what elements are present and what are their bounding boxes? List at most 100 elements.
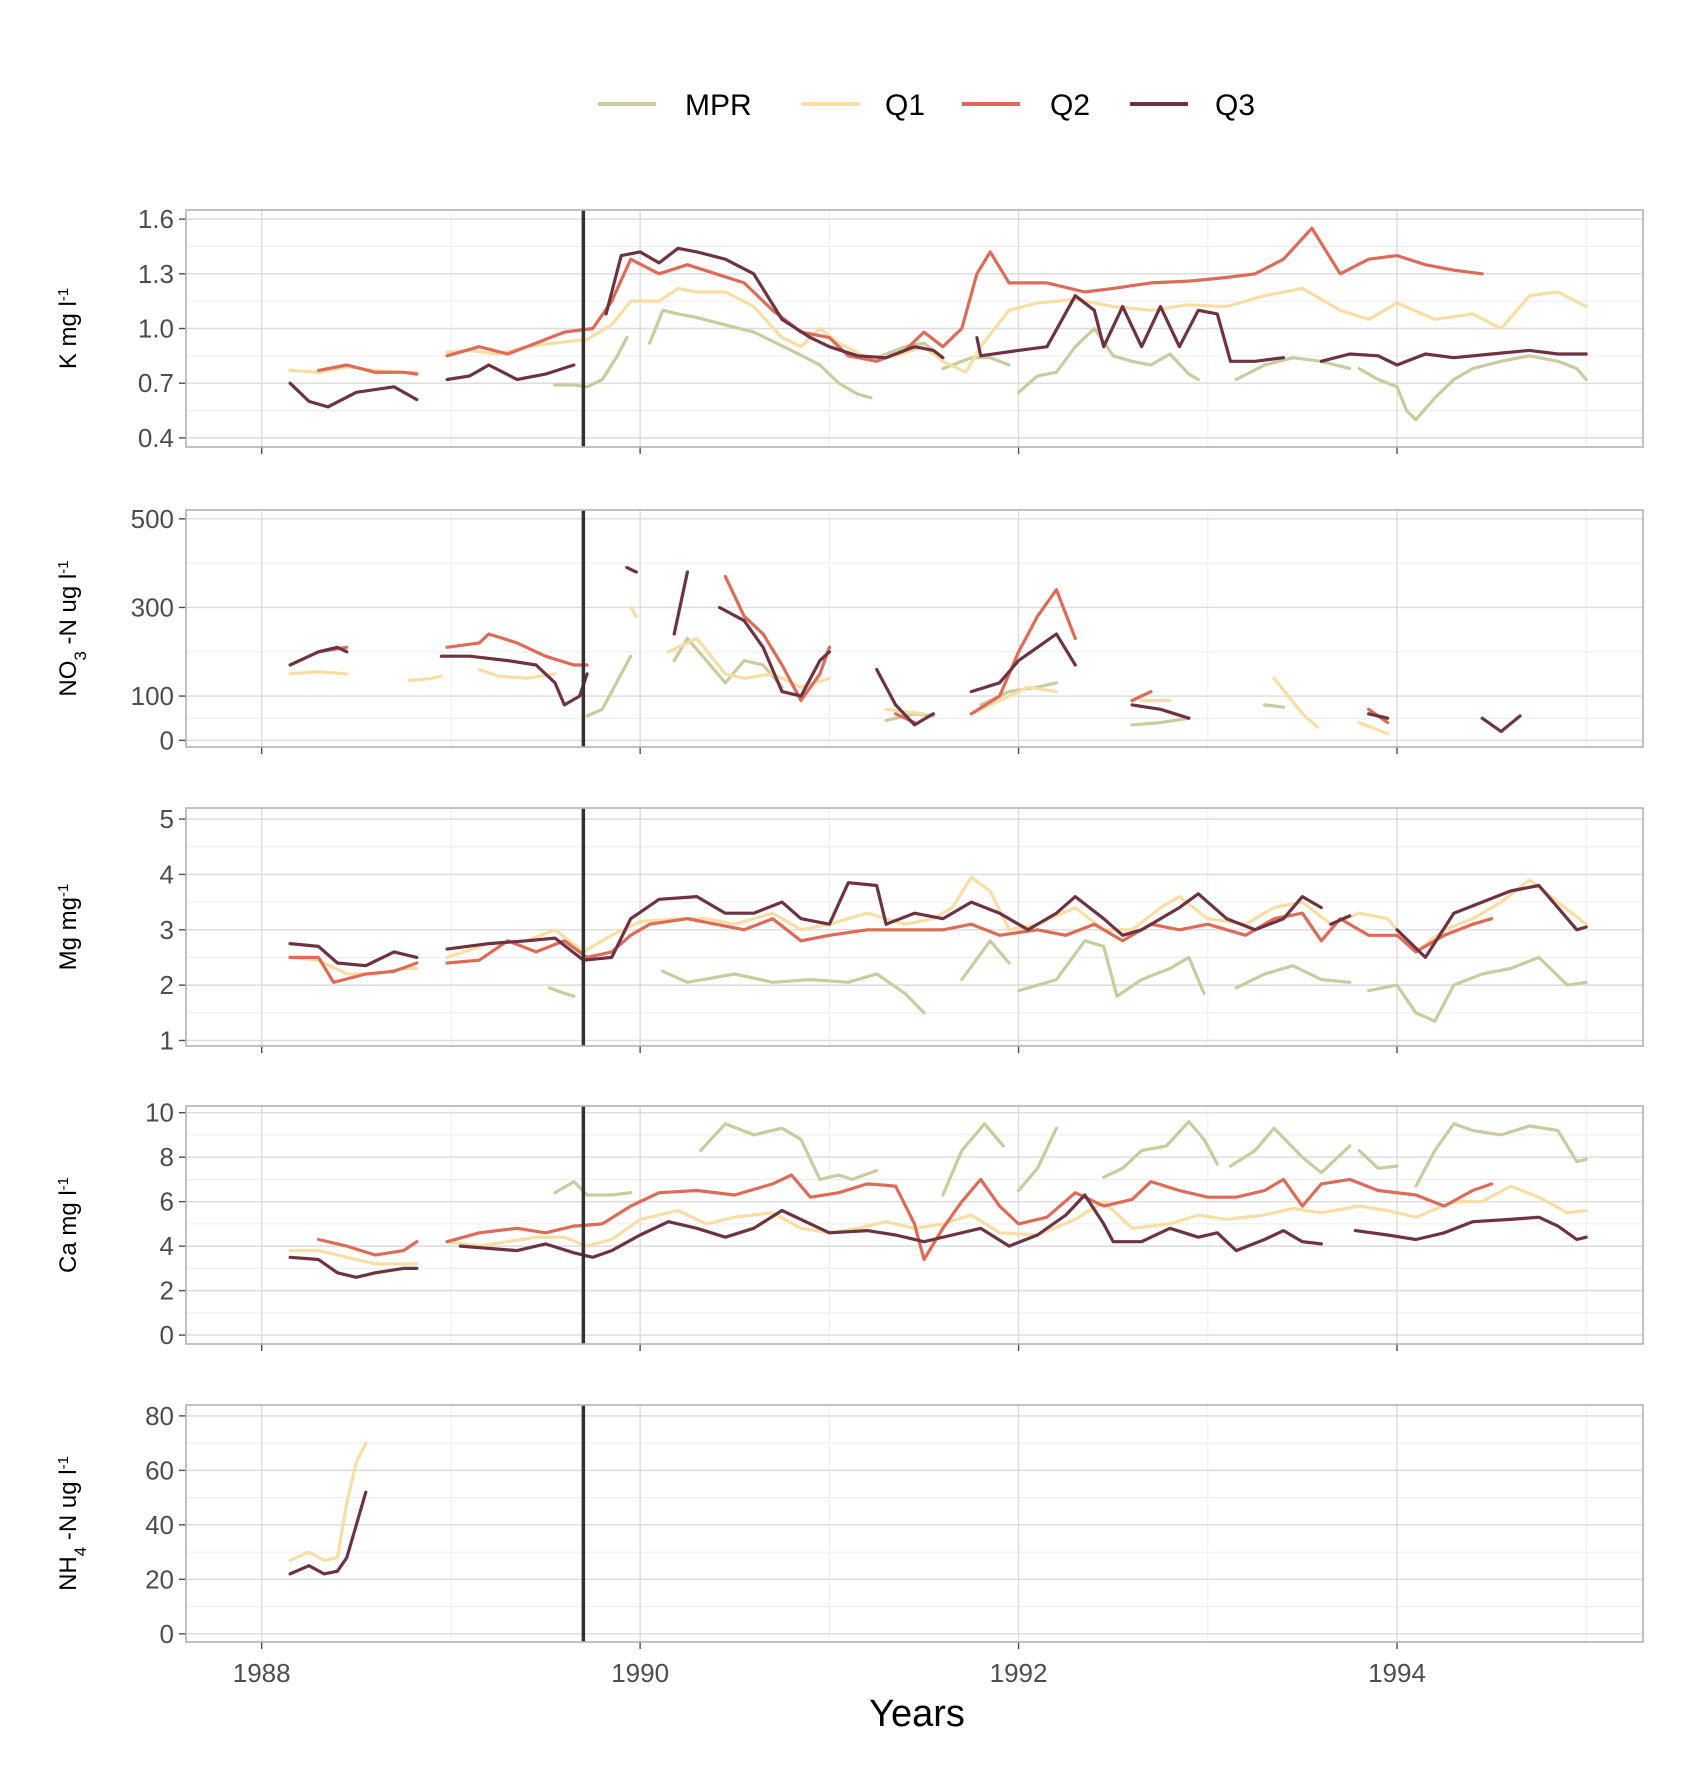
legend-label-mpr: MPR — [685, 89, 752, 122]
x-tick-label: 1988 — [233, 1658, 291, 1688]
series-line-q3 — [1353, 1215, 1588, 1242]
y-tick-label: 1.0 — [138, 314, 174, 344]
y-tick-label: 4 — [160, 1231, 174, 1261]
series-line-mpr — [960, 939, 1011, 982]
series-line-mpr — [585, 654, 633, 718]
series-q3 — [288, 881, 1588, 968]
series-line-q3 — [969, 632, 1077, 694]
panel-background — [186, 1405, 1643, 1642]
series-line-mpr — [1102, 1119, 1219, 1179]
x-tick-label: 1994 — [1368, 1658, 1426, 1688]
series-q3 — [288, 1490, 368, 1576]
series-line-q3 — [1319, 348, 1588, 367]
y-tick-label: 100 — [131, 681, 174, 711]
legend-label-q2: Q2 — [1050, 89, 1090, 122]
series-line-mpr — [547, 986, 576, 998]
series-line-q2 — [1130, 689, 1153, 703]
y-tick-label: 2 — [160, 970, 174, 1000]
series-line-mpr — [1016, 1126, 1059, 1193]
series-q1 — [288, 1441, 368, 1562]
series-line-q3 — [288, 1255, 419, 1279]
y-tick-label: 0 — [160, 1320, 174, 1350]
y-tick-label: 80 — [145, 1401, 174, 1431]
series-q1 — [288, 1184, 1588, 1266]
series-line-q2 — [288, 955, 419, 984]
series-line-mpr — [1234, 356, 1352, 382]
series-line-mpr — [1130, 716, 1191, 727]
series-line-q3 — [1480, 714, 1522, 734]
series-q2 — [316, 1173, 1494, 1262]
series-line-q1 — [288, 1441, 368, 1562]
panel-nh4: 0 20 40 60 80 NH4 -N ug l-1 1988 1990 1992 1994 — [55, 1401, 1644, 1688]
y-tick-label: 60 — [145, 1455, 174, 1485]
series-line-q2 — [445, 632, 589, 667]
series-line-q1 — [629, 605, 638, 618]
series-line-mpr — [1228, 1126, 1352, 1175]
series-line-mpr — [941, 1122, 1006, 1197]
panel-border — [185, 807, 1644, 1047]
series-line-mpr — [1414, 1122, 1588, 1188]
series-line-mpr — [941, 356, 1011, 371]
series-line-mpr — [1234, 964, 1352, 990]
series-line-q3 — [458, 1193, 1323, 1259]
series-line-q1 — [445, 1184, 1588, 1248]
series-line-mpr — [1016, 939, 1206, 998]
legend-item-q1: Q1 — [802, 89, 925, 122]
x-tick-label: 1990 — [611, 1658, 669, 1688]
series-line-q3 — [439, 654, 589, 707]
series-line-q3 — [288, 381, 419, 409]
panel-border — [185, 209, 1644, 448]
y-axis-title-k: K mg l-1 — [55, 288, 83, 369]
series-q1 — [288, 605, 1390, 736]
panel-no3: 0 100 300 500 NO3 -N ug l-1 — [55, 504, 1644, 755]
series-line-mpr — [1357, 354, 1588, 422]
series-line-q3 — [1395, 883, 1588, 960]
series-line-mpr — [699, 1122, 879, 1182]
legend: MPR Q1 Q2 Q3 — [598, 89, 1255, 122]
series-line-q2 — [445, 1173, 1494, 1262]
series-line-mpr — [875, 341, 936, 360]
series-line-q1 — [969, 685, 1059, 716]
series-line-q3 — [288, 645, 349, 667]
y-tick-label: 0.4 — [138, 423, 174, 453]
y-tick-label: 8 — [160, 1142, 174, 1172]
y-tick-label: 3 — [160, 915, 174, 945]
series-line-mpr — [553, 336, 629, 389]
series-line-q1 — [884, 707, 926, 716]
series-line-q2 — [316, 363, 419, 376]
series-line-q2 — [969, 588, 1077, 716]
series-mpr — [553, 1119, 1588, 1197]
series-line-q3 — [672, 570, 690, 636]
series-line-q3 — [1130, 703, 1191, 720]
panel-k: 0.4 0.7 1.0 1.3 1.6 K mg l-1 — [55, 204, 1644, 454]
series-line-q1 — [407, 674, 443, 683]
series-line-mpr — [647, 308, 873, 400]
x-tick-label: 1992 — [990, 1658, 1048, 1688]
series-line-mpr — [1357, 1148, 1399, 1170]
series-line-q2 — [445, 226, 1484, 363]
legend-item-q2: Q2 — [962, 89, 1090, 122]
series-mpr — [553, 308, 1588, 422]
y-tick-label: 6 — [160, 1187, 174, 1217]
y-tick-label: 500 — [131, 504, 174, 534]
series-line-q3 — [445, 881, 1323, 962]
series-line-mpr — [1016, 326, 1200, 394]
series-line-mpr — [1366, 955, 1588, 1023]
series-line-q3 — [445, 363, 576, 382]
series-line-mpr — [672, 636, 784, 689]
y-axis-title-mg: Mg mg-1 — [55, 884, 83, 971]
series-line-q3 — [604, 246, 945, 360]
panel-border — [185, 1105, 1644, 1345]
series-line-q1 — [288, 1248, 419, 1266]
series-q3 — [288, 246, 1588, 409]
panel-background — [186, 808, 1643, 1046]
series-line-q2 — [316, 1237, 419, 1257]
y-tick-label: 1 — [160, 1025, 174, 1055]
panel-ca: 0 2 4 6 8 10 Ca mg l-1 — [55, 1098, 1644, 1351]
y-tick-label: 0 — [160, 725, 174, 755]
y-tick-label: 2 — [160, 1276, 174, 1306]
y-tick-label: 40 — [145, 1510, 174, 1540]
series-line-q3 — [717, 605, 832, 698]
panel-border — [185, 1404, 1644, 1643]
